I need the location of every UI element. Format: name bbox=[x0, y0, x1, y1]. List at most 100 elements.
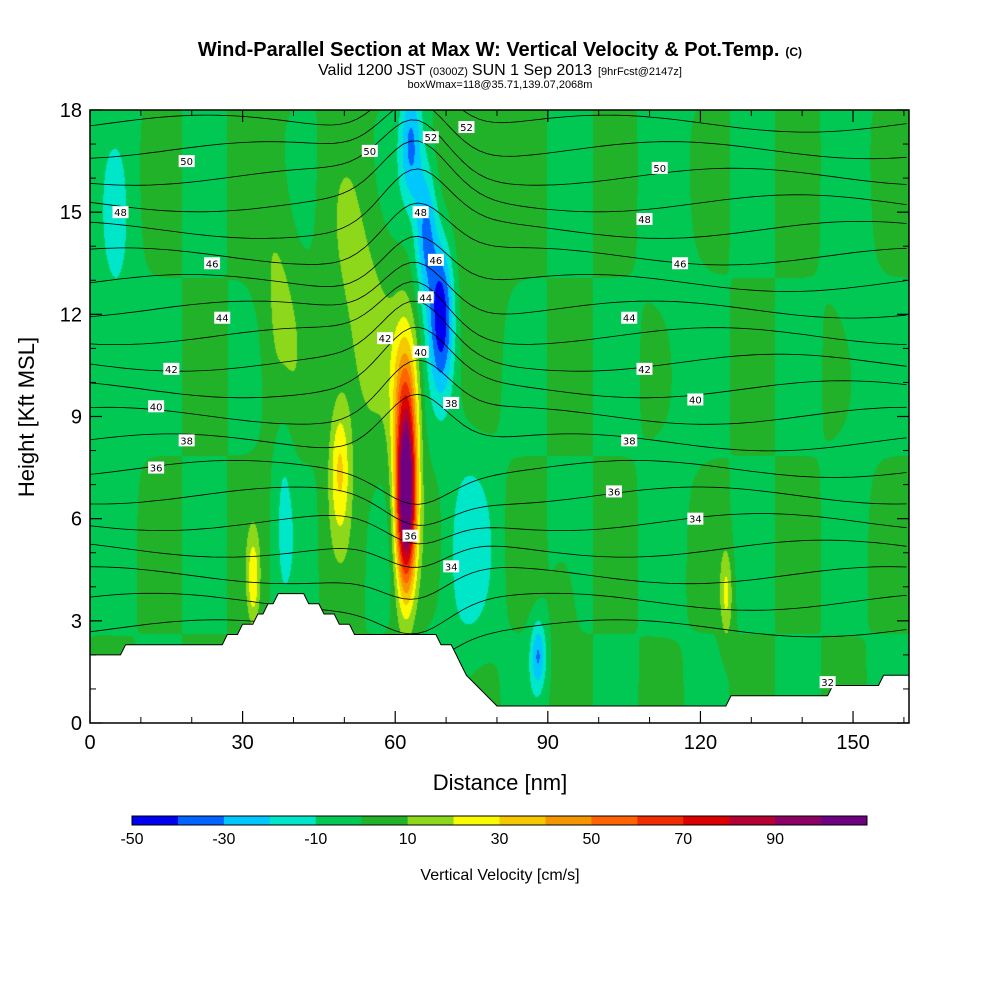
colorbar-swatch bbox=[591, 816, 638, 825]
contour-label-text: 40 bbox=[689, 395, 702, 406]
contour-label: 42 bbox=[636, 362, 653, 376]
colorbar-swatch bbox=[453, 816, 500, 825]
contour-label: 44 bbox=[214, 311, 231, 325]
y-tick-label: 6 bbox=[71, 509, 82, 531]
theta-isoline bbox=[90, 262, 907, 319]
colorbar-tick-label: 70 bbox=[674, 831, 692, 848]
contour-label: 46 bbox=[672, 257, 689, 270]
contour-label-box bbox=[178, 434, 195, 447]
contour-label: 52 bbox=[458, 121, 475, 134]
contour-label-text: 48 bbox=[414, 208, 427, 219]
contour-label-box bbox=[672, 257, 689, 270]
colorbar-swatch bbox=[729, 816, 776, 825]
contour-label-text: 50 bbox=[363, 147, 376, 158]
contour-label: 42 bbox=[377, 332, 394, 345]
y-tick-label: 15 bbox=[60, 202, 82, 224]
x-tick-label: 90 bbox=[537, 732, 559, 754]
contour-label-box bbox=[443, 396, 460, 409]
contour-label-box bbox=[458, 121, 475, 134]
colorbar-tick-label: 10 bbox=[399, 831, 417, 848]
contour-label: 38 bbox=[621, 434, 638, 447]
contour-label-text: 38 bbox=[445, 399, 458, 410]
contour-label-box bbox=[422, 131, 439, 144]
y-tick-label: 0 bbox=[71, 713, 82, 735]
colorbar-frame bbox=[131, 815, 868, 826]
contour-label-box bbox=[412, 206, 429, 219]
contour-label-text: 38 bbox=[623, 436, 636, 447]
theta-isoline bbox=[90, 566, 907, 600]
vertical-velocity-field bbox=[90, 110, 909, 723]
theta-isoline bbox=[90, 326, 907, 399]
colorbar-swatch bbox=[545, 816, 592, 825]
contour-label-box bbox=[443, 560, 460, 573]
colorbar-swatch bbox=[315, 816, 363, 825]
theta-isoline bbox=[90, 393, 907, 452]
theta-isoline bbox=[90, 168, 907, 239]
contour-label-box bbox=[687, 512, 704, 525]
x-tick-label: 0 bbox=[84, 732, 95, 754]
contour-label: 40 bbox=[148, 400, 165, 413]
contour-label-box bbox=[377, 332, 394, 345]
contour-label: 50 bbox=[178, 155, 195, 168]
contour-label-text: 44 bbox=[216, 314, 229, 325]
contour-label: 50 bbox=[651, 161, 668, 175]
theta-isoline bbox=[90, 235, 907, 292]
contour-label-box bbox=[148, 461, 165, 474]
contour-label-text: 34 bbox=[445, 562, 458, 573]
colorbar-tick-label: 50 bbox=[582, 831, 600, 848]
theta-isoline bbox=[90, 486, 907, 526]
y-tick-label: 18 bbox=[60, 100, 82, 122]
theta-isoline bbox=[90, 359, 907, 425]
contour-label: 52 bbox=[422, 131, 439, 144]
contour-labels: 50 50 52 52 50 48 48 48 46 46 46 44 44 44 42 42 42 40 40 40… bbox=[112, 121, 836, 689]
theta-isoline bbox=[90, 619, 907, 665]
contour-label: 48 bbox=[112, 206, 129, 219]
contour-label-text: 50 bbox=[180, 157, 193, 168]
contour-label-box bbox=[417, 291, 434, 304]
contour-label-box bbox=[621, 311, 638, 324]
x-tick-label: 30 bbox=[231, 732, 253, 754]
contour-label: 46 bbox=[204, 257, 221, 270]
contour-label: 40 bbox=[412, 345, 429, 359]
chart-subtitle: Valid 1200 JST (0300Z) SUN 1 Sep 2013 [9hrF… bbox=[318, 62, 682, 79]
theta-isoline bbox=[90, 281, 907, 345]
contour-label: 38 bbox=[443, 396, 460, 410]
contour-label: 46 bbox=[427, 253, 444, 267]
contour-label-text: 44 bbox=[419, 293, 432, 304]
contour-label: 36 bbox=[402, 529, 419, 543]
contour-label: 48 bbox=[636, 212, 653, 226]
colorbar-tick-label: -10 bbox=[304, 831, 327, 848]
colorbar: -50 -30 -10 10 30 50 70 90 bbox=[120, 815, 868, 848]
colorbar-swatch bbox=[683, 816, 730, 825]
theta-isoline bbox=[90, 110, 907, 133]
contour-label-text: 42 bbox=[638, 365, 651, 376]
colorbar-swatch bbox=[499, 816, 546, 825]
colorbar-swatch bbox=[361, 816, 409, 825]
theta-isoline bbox=[90, 459, 907, 505]
x-axis-label: Distance [nm] bbox=[433, 770, 568, 795]
contour-label-text: 42 bbox=[165, 365, 178, 376]
contour-label-box bbox=[204, 257, 221, 270]
contour-label: 40 bbox=[687, 393, 704, 406]
contour-label: 44 bbox=[417, 291, 434, 304]
contour-label-box bbox=[361, 144, 378, 157]
colorbar-swatch bbox=[775, 816, 822, 825]
colorbar-swatch bbox=[269, 816, 317, 825]
chart-title: Wind-Parallel Section at Max W: Vertical… bbox=[198, 39, 802, 61]
contour-label-text: 32 bbox=[821, 678, 834, 689]
contour-label-box bbox=[148, 400, 165, 413]
colorbar-swatch bbox=[223, 816, 271, 825]
contour-label: 48 bbox=[412, 206, 429, 219]
contour-label-text: 46 bbox=[430, 256, 443, 267]
theta-isoline bbox=[90, 513, 907, 545]
colorbar-label: Vertical Velocity [cm/s] bbox=[420, 867, 579, 884]
theta-isoline bbox=[90, 300, 907, 372]
contour-label-text: 36 bbox=[608, 487, 621, 498]
contour-label-text: 36 bbox=[404, 532, 417, 543]
contour-label-box bbox=[687, 393, 704, 406]
x-tick-label: 150 bbox=[836, 732, 869, 754]
theta-isoline bbox=[90, 110, 907, 160]
contour-label-text: 34 bbox=[689, 515, 702, 526]
contour-label-text: 36 bbox=[150, 464, 163, 475]
colorbar-swatch bbox=[821, 816, 868, 825]
